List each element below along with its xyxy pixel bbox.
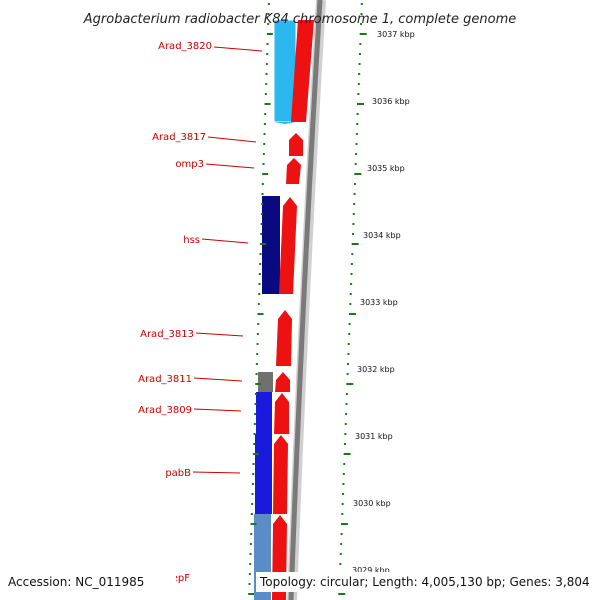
topology-text: Topology: circular; Length: 4,005,130 bp… bbox=[259, 575, 590, 589]
gene-arad-3817-arrow[interactable] bbox=[289, 133, 303, 156]
gene-arad-3813-arrow[interactable] bbox=[276, 310, 292, 366]
gene-labels: Arad_3820 Arad_3817 omp3 hss Arad_3813 A… bbox=[138, 41, 212, 584]
gene-label-hss[interactable]: hss bbox=[183, 235, 200, 246]
gene-arad-3809-arrow[interactable] bbox=[274, 393, 289, 434]
gene-arad-3811-arrow[interactable] bbox=[275, 372, 290, 392]
gene-label-pabb[interactable]: pabB bbox=[165, 468, 191, 479]
gene-arad-3820-tip[interactable] bbox=[274, 122, 296, 124]
gene-label-arad-3811[interactable]: Arad_3811 bbox=[138, 374, 192, 385]
gene-arad-3811-gray[interactable] bbox=[258, 372, 273, 392]
gene-arad-3809-blue[interactable] bbox=[256, 392, 272, 434]
kbp-label-3030: 3030 kbp bbox=[353, 499, 391, 508]
kbp-label-3033: 3033 kbp bbox=[360, 298, 398, 307]
gene-omp3-arrow[interactable] bbox=[286, 158, 301, 184]
gene-label-leaders bbox=[192, 46, 263, 474]
kbp-labels: 3037 kbp 3036 kbp 3035 kbp 3034 kbp 3033… bbox=[352, 30, 415, 575]
gene-label-arad-3809[interactable]: Arad_3809 bbox=[138, 405, 192, 416]
gene-label-arad-3813[interactable]: Arad_3813 bbox=[140, 329, 194, 340]
gene-label-arad-3817[interactable]: Arad_3817 bbox=[152, 132, 206, 143]
gene-hss-navy[interactable] bbox=[262, 196, 280, 294]
accession-text: Accession: NC_011985 bbox=[8, 575, 144, 589]
kbp-label-3034: 3034 kbp bbox=[363, 231, 401, 240]
kbp-label-3032: 3032 kbp bbox=[357, 365, 395, 374]
gene-label-arad-3820[interactable]: Arad_3820 bbox=[158, 41, 212, 52]
gene-pabb-blue[interactable] bbox=[255, 434, 272, 514]
footer-background-left bbox=[4, 572, 176, 592]
gene-hss-arrow[interactable] bbox=[279, 197, 297, 294]
gene-label-pepf[interactable]: pepF bbox=[165, 573, 190, 584]
backbone-arc-core bbox=[288, 0, 323, 600]
kbp-label-3031: 3031 kbp bbox=[355, 432, 393, 441]
map-title: Agrobacterium radiobacter K84 chromosome… bbox=[83, 12, 516, 27]
kbp-label-3029: 3029 kbp bbox=[352, 566, 390, 575]
inner-tick-track bbox=[248, 3, 273, 595]
gene-label-omp3[interactable]: omp3 bbox=[175, 159, 204, 170]
kbp-label-3037: 3037 kbp bbox=[377, 30, 415, 39]
gene-arad-3820-red[interactable] bbox=[291, 20, 314, 122]
kbp-label-3035: 3035 kbp bbox=[367, 164, 405, 173]
footer-background-right bbox=[256, 572, 596, 592]
gene-pabb-arrow[interactable] bbox=[273, 435, 288, 514]
kbp-label-3036: 3036 kbp bbox=[372, 97, 410, 106]
outer-tick-track bbox=[338, 3, 367, 595]
